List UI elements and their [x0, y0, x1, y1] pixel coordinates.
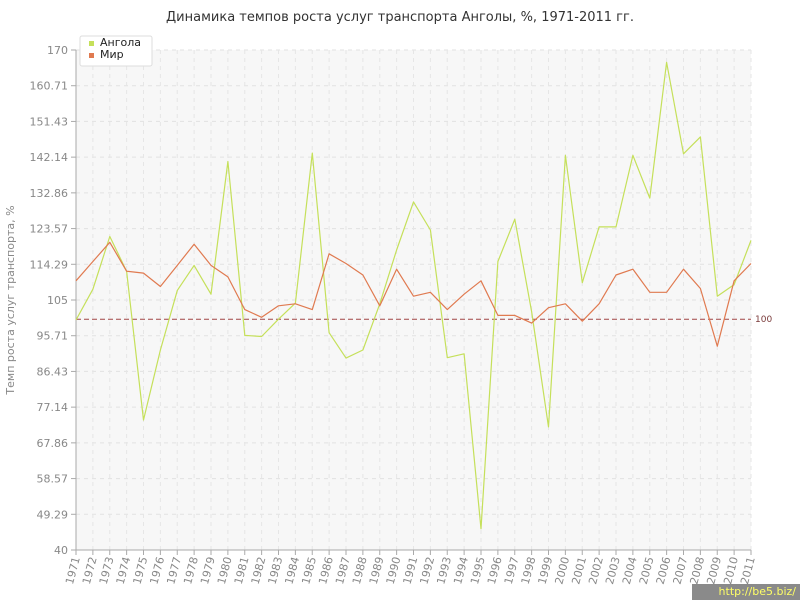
reference-line-label: 100 [755, 315, 772, 325]
legend-label: Мир [100, 48, 124, 61]
legend-swatch [89, 41, 94, 46]
y-tick-label: 170 [47, 44, 68, 57]
reference-line: 100 [76, 315, 772, 325]
y-tick-label: 40 [54, 544, 68, 557]
y-axis-title: Темп роста услуг транспорта, % [4, 205, 17, 395]
y-tick-label: 77.14 [37, 401, 69, 414]
legend-swatch [89, 53, 94, 58]
y-tick-label: 58.57 [37, 473, 69, 486]
y-tick-label: 142.14 [30, 151, 69, 164]
y-tick-label: 123.57 [30, 223, 69, 236]
series-line-world [75, 241, 752, 347]
y-tick-label: 95.71 [37, 330, 69, 343]
legend-label: Ангола [100, 36, 141, 49]
chart-title: Динамика темпов роста услуг транспорта А… [166, 10, 634, 25]
series-line-angola [75, 61, 752, 530]
series-lines [75, 61, 752, 530]
x-tick-label: 2011 [738, 555, 758, 585]
y-tick-label: 67.86 [37, 437, 69, 450]
y-tick-label: 160.71 [30, 80, 69, 93]
y-tick-label: 132.86 [30, 187, 69, 200]
y-tick-label: 151.43 [30, 115, 69, 128]
grid-lines [75, 49, 752, 551]
legend-box [79, 35, 153, 67]
watermark-link[interactable]: http://be5.biz/ [692, 584, 800, 600]
y-tick-label: 49.29 [37, 508, 69, 521]
y-tick-label: 105 [47, 294, 68, 307]
y-tick-label: 86.43 [37, 365, 69, 378]
y-tick-label: 114.29 [30, 258, 69, 271]
